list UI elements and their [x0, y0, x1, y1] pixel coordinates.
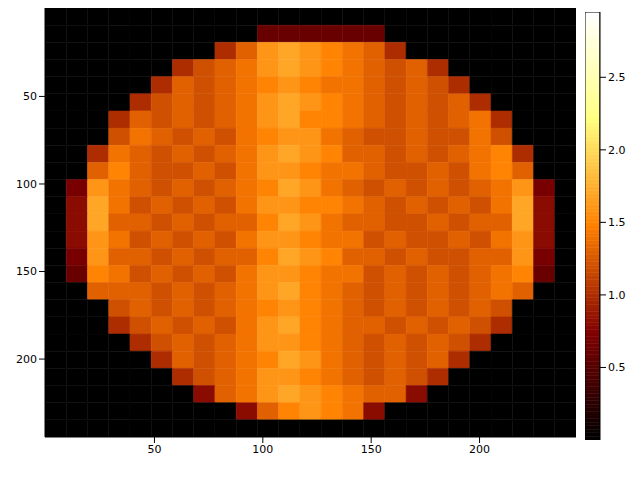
svg-text:2.5: 2.5 — [608, 71, 626, 84]
svg-text:200: 200 — [16, 353, 37, 366]
svg-text:100: 100 — [16, 178, 37, 191]
svg-text:0.5: 0.5 — [608, 361, 626, 374]
svg-text:1.5: 1.5 — [608, 216, 626, 229]
svg-text:200: 200 — [469, 443, 490, 456]
svg-text:50: 50 — [147, 443, 161, 456]
svg-text:150: 150 — [361, 443, 382, 456]
svg-text:150: 150 — [16, 265, 37, 278]
svg-text:100: 100 — [252, 443, 273, 456]
svg-text:50: 50 — [23, 90, 37, 103]
svg-text:1.0: 1.0 — [608, 289, 626, 302]
svg-text:2.0: 2.0 — [608, 144, 626, 157]
